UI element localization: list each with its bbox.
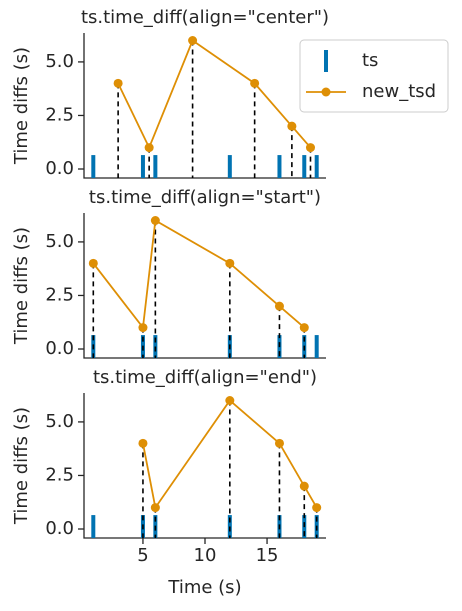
- legend-marker: [321, 87, 331, 97]
- spines: [83, 33, 326, 179]
- y-tick-label: 0.0: [45, 338, 74, 359]
- event-bar: [140, 155, 145, 178]
- point: [88, 258, 98, 268]
- point: [138, 438, 148, 448]
- event-bar: [227, 155, 232, 178]
- y-tick-label: 2.5: [45, 464, 74, 485]
- point: [150, 503, 160, 513]
- point: [138, 323, 148, 333]
- legend: ts new_tsd: [299, 39, 449, 113]
- subplot-title: ts.time_diff(align="center"): [81, 7, 329, 28]
- event-bar: [153, 155, 158, 178]
- point: [188, 35, 198, 45]
- x-tick-label: 10: [194, 545, 217, 566]
- x-tick-label: 5: [137, 545, 148, 566]
- point: [113, 78, 123, 88]
- legend-label: ts: [362, 50, 378, 71]
- point: [250, 78, 260, 88]
- spines: [83, 393, 326, 539]
- y-axis-label: Time diffs (s): [11, 47, 32, 165]
- event-bar: [91, 515, 96, 538]
- point: [312, 503, 322, 513]
- point: [305, 143, 315, 153]
- y-tick-label: 2.5: [45, 284, 74, 305]
- series-line: [92, 219, 305, 330]
- event-bar: [302, 155, 307, 178]
- legend-frame: [299, 39, 449, 113]
- event-bar: [314, 335, 319, 358]
- point: [225, 395, 235, 405]
- event-bar: [91, 155, 96, 178]
- point: [274, 301, 284, 311]
- y-tick-label: 0.0: [45, 158, 74, 179]
- spines: [83, 213, 326, 359]
- point: [144, 143, 154, 153]
- legend-label: new_tsd: [362, 81, 436, 102]
- point: [150, 215, 160, 225]
- legend-swatch: [324, 50, 328, 72]
- point: [299, 323, 309, 333]
- y-axis-label: Time diffs (s): [11, 407, 32, 525]
- x-tick-label: 15: [256, 545, 279, 566]
- subplot-title: ts.time_diff(align="end"): [93, 367, 317, 388]
- y-tick-label: 5.0: [45, 231, 74, 252]
- point: [287, 121, 297, 131]
- event-bar: [314, 155, 319, 178]
- y-tick-label: 5.0: [45, 51, 74, 72]
- y-tick-label: 2.5: [45, 104, 74, 125]
- subplot-title: ts.time_diff(align="start"): [89, 187, 321, 208]
- point: [299, 481, 309, 491]
- event-bar: [277, 155, 282, 178]
- y-axis-label: Time diffs (s): [11, 227, 32, 345]
- point: [274, 438, 284, 448]
- y-tick-label: 5.0: [45, 411, 74, 432]
- series-line: [117, 39, 312, 150]
- x-axis-label: Time (s): [167, 577, 241, 598]
- point: [225, 258, 235, 268]
- y-tick-label: 0.0: [45, 518, 74, 539]
